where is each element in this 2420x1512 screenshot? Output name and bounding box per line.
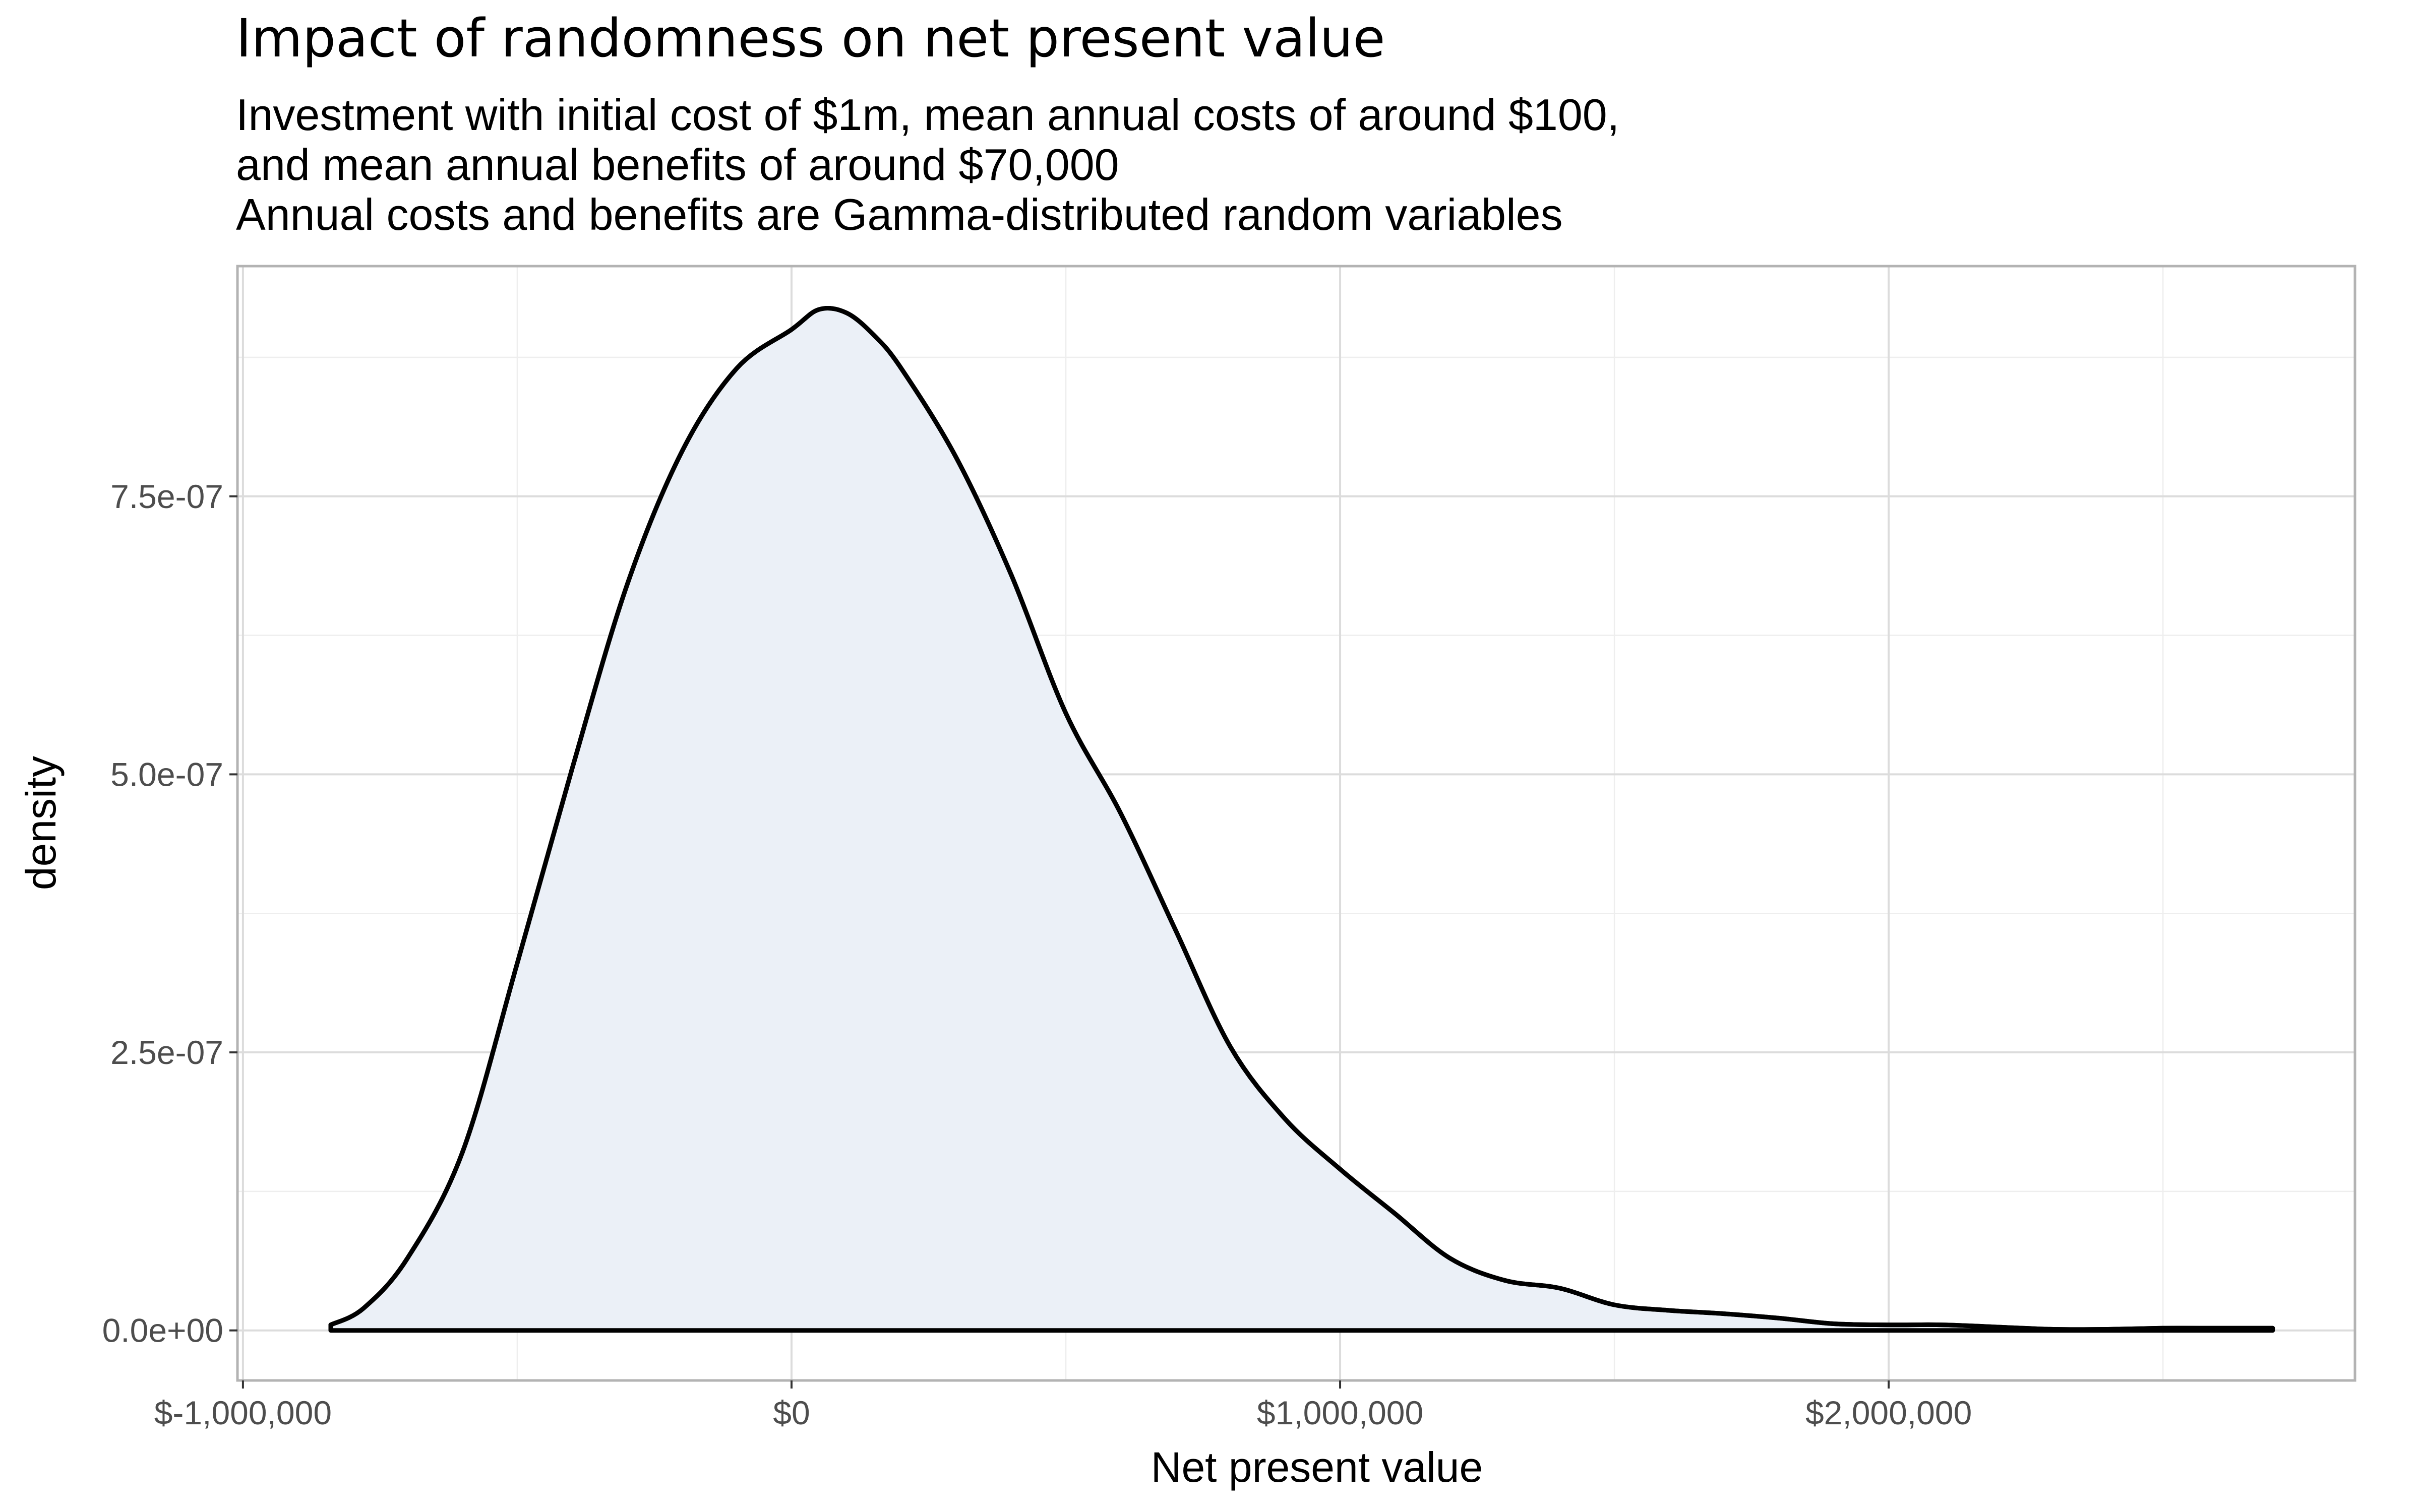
y-tick-label: 0.0e+00	[102, 1312, 223, 1349]
x-tick-label: $2,000,000	[1805, 1394, 1972, 1431]
panel-border	[236, 265, 2356, 1382]
chart-title: Impact of randomness on net present valu…	[236, 8, 1385, 69]
x-axis-title: Net present value	[1151, 1443, 1483, 1491]
chart-subtitle-line-2: and mean annual benefits of around $70,0…	[236, 140, 1119, 190]
x-tick-label: $0	[773, 1394, 810, 1431]
chart-subtitle-line-3: Annual costs and benefits are Gamma-dist…	[236, 190, 1563, 239]
x-tick-label: $1,000,000	[1257, 1394, 1423, 1431]
y-tick-label: 2.5e-07	[110, 1034, 223, 1071]
axis-ticks	[229, 495, 1890, 1389]
axis-tick-labels: $-1,000,000 $0 $1,000,000 $2,000,000 0.0e+00…	[102, 478, 1972, 1431]
x-tick-label: $-1,000,000	[154, 1394, 332, 1431]
density-fill	[328, 305, 2275, 1333]
chart-subtitle-line-1: Investment with initial cost of $1m, mea…	[236, 90, 1619, 140]
density-area	[328, 305, 2275, 1333]
y-tick-label: 5.0e-07	[110, 755, 223, 793]
y-tick-label: 7.5e-07	[110, 478, 223, 515]
y-axis-title: density	[17, 756, 65, 890]
density-line	[328, 305, 2275, 1332]
